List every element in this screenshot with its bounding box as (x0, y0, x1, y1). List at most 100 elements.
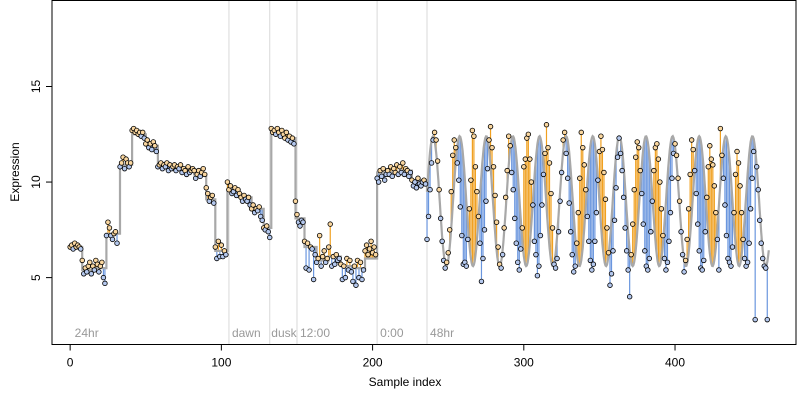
data-point (676, 198, 683, 204)
data-point (672, 141, 678, 147)
data-point (645, 267, 651, 273)
data-point (695, 221, 701, 227)
data-point (734, 148, 740, 155)
data-point (678, 229, 684, 235)
data-point (443, 259, 450, 266)
data-point (536, 263, 542, 269)
data-point (705, 164, 711, 170)
data-point (528, 179, 535, 185)
data-point (651, 167, 657, 174)
data-point (687, 171, 693, 178)
data-point (99, 259, 105, 266)
data-point (548, 190, 554, 197)
data-point (753, 164, 760, 170)
data-point (456, 177, 462, 183)
data-point (400, 160, 406, 166)
data-point (755, 186, 761, 193)
data-point (353, 282, 359, 288)
data-point (555, 229, 562, 235)
data-point (445, 250, 451, 256)
data-point (577, 175, 583, 181)
data-point (763, 265, 769, 271)
data-point (602, 196, 609, 202)
data-point (605, 250, 612, 256)
data-point (87, 259, 93, 266)
y-tick-label: 10 (29, 175, 43, 189)
data-point (332, 261, 338, 267)
data-point (604, 225, 610, 231)
data-point (702, 229, 708, 235)
y-axis-title: Expression (8, 142, 22, 201)
data-point (431, 129, 438, 136)
data-point (472, 164, 479, 170)
data-point (118, 160, 125, 166)
data-point (714, 236, 721, 243)
data-point (539, 202, 545, 208)
data-point (684, 236, 690, 243)
data-point (371, 244, 377, 250)
data-point (640, 221, 646, 227)
data-point (554, 255, 560, 262)
data-point (623, 248, 630, 254)
data-point (731, 209, 737, 216)
data-point (654, 141, 660, 147)
y-axis: 5 10 15 (29, 80, 53, 281)
data-point (450, 152, 456, 158)
data-point (512, 215, 518, 222)
data-point (607, 282, 613, 288)
data-point (294, 211, 300, 218)
data-point (466, 206, 473, 212)
data-point (744, 259, 751, 266)
data-point (560, 137, 566, 143)
data-point (625, 267, 631, 273)
data-point (114, 240, 120, 246)
data-point (590, 261, 597, 267)
data-point (584, 213, 591, 220)
data-point (546, 160, 553, 166)
data-points (67, 122, 770, 323)
data-point (489, 144, 495, 151)
data-point (321, 248, 327, 254)
data-point (300, 219, 306, 225)
data-point (88, 271, 95, 277)
data-point (336, 255, 343, 262)
data-point (525, 131, 532, 137)
data-point (297, 223, 303, 229)
data-point (407, 169, 414, 176)
data-point (707, 143, 713, 149)
data-point (610, 248, 616, 254)
data-point (717, 125, 724, 132)
data-point (309, 246, 315, 252)
data-point (480, 255, 486, 262)
data-point (96, 269, 102, 275)
data-point (310, 276, 317, 283)
data-point (291, 141, 297, 147)
data-point (375, 179, 382, 185)
data-point (608, 271, 615, 277)
data-point (289, 135, 296, 141)
data-point (498, 265, 504, 271)
data-point (583, 186, 589, 193)
data-point (587, 257, 594, 264)
data-point (486, 137, 492, 143)
data-point (574, 240, 580, 246)
data-point (611, 217, 618, 223)
data-point (348, 269, 355, 275)
data-point (424, 236, 430, 243)
data-point (224, 179, 231, 185)
data-point (658, 206, 665, 212)
data-point (691, 167, 698, 174)
data-point (657, 179, 663, 185)
data-point (215, 238, 222, 244)
data-point (622, 225, 628, 231)
data-point (749, 175, 755, 181)
data-point (264, 223, 270, 229)
data-point (655, 156, 662, 162)
data-point (614, 154, 621, 160)
data-point (380, 165, 386, 172)
data-point (722, 202, 728, 208)
data-point (629, 221, 636, 227)
data-point (649, 198, 656, 204)
data-point (545, 144, 551, 151)
